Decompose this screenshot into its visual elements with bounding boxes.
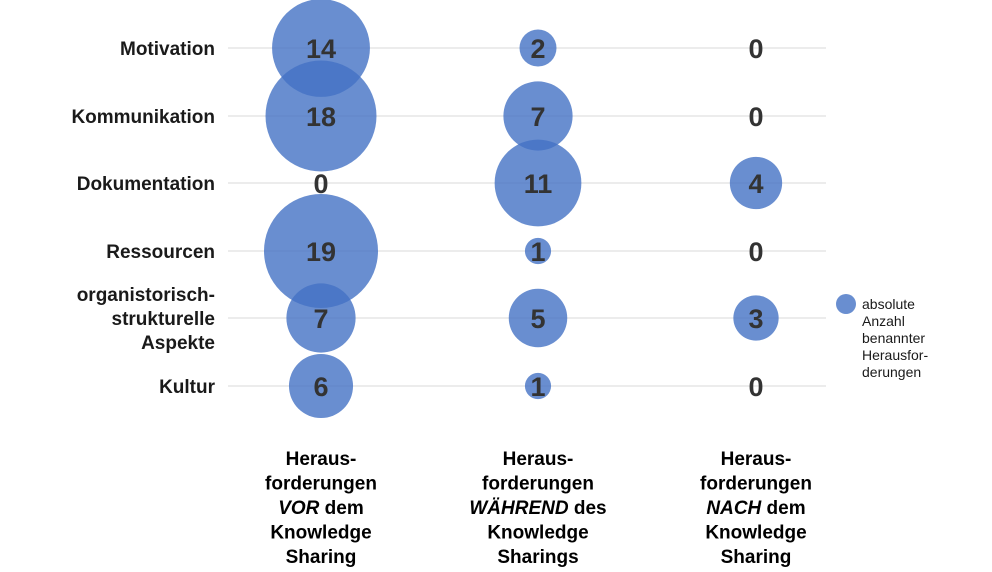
value-label-kultur-col2: 1 (530, 372, 545, 402)
bubble-organistorisch-strukturelle-aspekte-col1 (286, 283, 356, 353)
row-label-motivation: Motivation (120, 39, 215, 60)
row-label-organistorisch-strukturelle-aspekte: organistorisch-strukturelle Aspekte (77, 285, 215, 354)
row-labels: Motivation Kommunikation Dokumentation Ress… (71, 39, 215, 398)
column-label-3: Heraus-forderungen NACH dem Knowledge Shari… (700, 449, 812, 568)
legend-marker (836, 294, 856, 314)
bubble-organistorisch-strukturelle-aspekte-col2 (508, 288, 568, 348)
legend: absolute Anzahl benannter Heraus­for-derung… (836, 294, 928, 380)
bubble-dokumentation-col2 (494, 139, 582, 227)
value-label-organistorisch-strukturelle-aspekte-col2: 5 (530, 304, 545, 334)
value-label-motivation-col3: 0 (748, 34, 763, 64)
value-label-ressourcen-col1: 19 (306, 237, 336, 267)
value-label-kommunikation-col3: 0 (748, 102, 763, 132)
legend-label: absolute Anzahl benannter Heraus­for-derung… (862, 296, 928, 380)
column-labels: Heraus-forderungen VOR dem Knowledge Sharin… (265, 449, 812, 568)
value-label-motivation-col1: 14 (306, 34, 336, 64)
column-label-2: Heraus-forderungen WÄHREND des Knowledge Sh… (469, 449, 606, 568)
value-label-dokumentation-col2: 11 (524, 169, 553, 199)
value-labels: 14 2 0 18 7 0 0 11 4 19 1 0 7 5 3 6 1 0 (306, 34, 764, 402)
row-label-dokumentation: Dokumentation (77, 174, 215, 195)
value-label-kommunikation-col2: 7 (530, 102, 545, 132)
value-label-motivation-col2: 2 (530, 34, 545, 64)
bubble-kommunikation-col1 (265, 60, 377, 172)
value-label-organistorisch-strukturelle-aspekte-col3: 3 (748, 304, 763, 334)
row-label-kultur: Kultur (159, 377, 216, 398)
value-label-ressourcen-col2: 1 (530, 237, 545, 267)
column-label-1: Heraus-forderungen VOR dem Knowledge Sharin… (265, 449, 377, 568)
value-label-organistorisch-strukturelle-aspekte-col1: 7 (313, 304, 328, 334)
bubbles (264, 0, 783, 419)
value-label-kultur-col3: 0 (748, 372, 763, 402)
row-label-kommunikation: Kommunikation (71, 107, 215, 128)
bubble-kultur-col2 (524, 372, 552, 400)
bubble-dokumentation-col3 (729, 156, 783, 210)
value-label-kultur-col1: 6 (313, 372, 328, 402)
value-label-dokumentation-col3: 4 (748, 169, 763, 199)
bubble-ressourcen-col2 (524, 237, 552, 265)
value-label-ressourcen-col3: 0 (748, 237, 763, 267)
bubble-organistorisch-strukturelle-aspekte-col3 (733, 295, 779, 341)
value-label-kommunikation-col1: 18 (306, 102, 336, 132)
bubble-motivation-col2 (519, 29, 557, 67)
row-label-ressourcen: Ressourcen (106, 242, 215, 263)
value-label-dokumentation-col1: 0 (313, 169, 328, 199)
bubble-kommunikation-col2 (503, 81, 573, 151)
bubble-kultur-col1 (288, 353, 354, 419)
bubble-ressourcen-col1 (264, 194, 378, 308)
